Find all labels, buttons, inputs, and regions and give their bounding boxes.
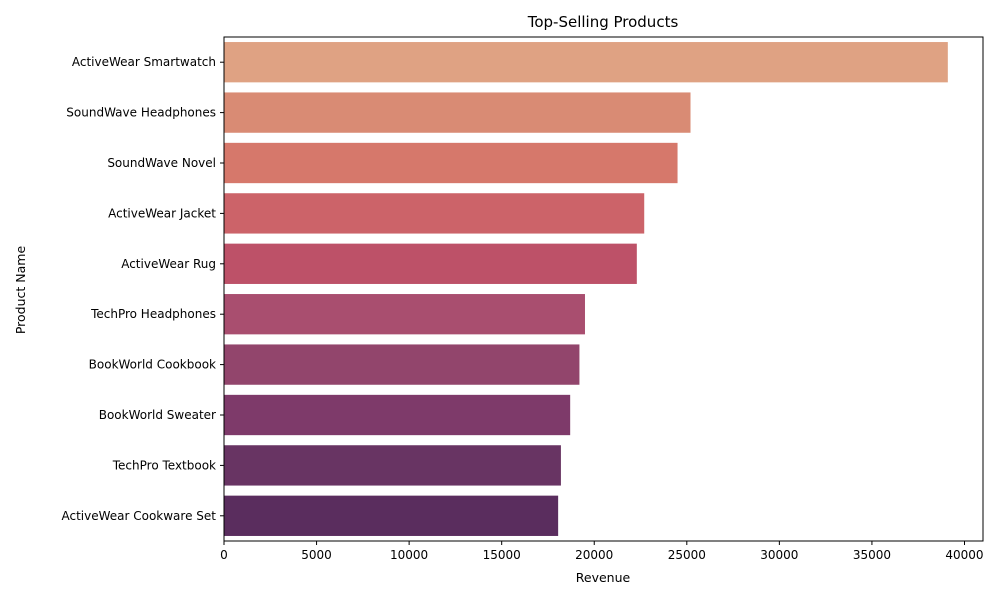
- x-axis-label: Revenue: [576, 570, 631, 585]
- x-tick-label-3: 15000: [483, 548, 521, 562]
- y-axis-ticks: ActiveWear Smartwatch SoundWave Headphone…: [61, 55, 224, 523]
- y-tick-label-8: TechPro Textbook: [112, 458, 216, 472]
- y-axis-label: Product Name: [13, 246, 28, 335]
- x-axis-ticks: 0 5000 10000 15000 20000 25000 30000 35000 40000: [220, 541, 984, 562]
- y-tick-label-6: BookWorld Cookbook: [89, 358, 216, 372]
- bar-4: [224, 243, 637, 284]
- x-tick-label-5: 25000: [668, 548, 706, 562]
- bars-group: [224, 42, 948, 536]
- bar-9: [224, 495, 559, 536]
- bar-7: [224, 394, 571, 436]
- y-tick-label-4: ActiveWear Rug: [121, 257, 216, 271]
- y-tick-label-7: BookWorld Sweater: [99, 408, 216, 422]
- x-tick-label-7: 35000: [853, 548, 891, 562]
- bar-2: [224, 142, 678, 184]
- bar-8: [224, 445, 561, 486]
- y-tick-label-3: ActiveWear Jacket: [108, 206, 216, 220]
- x-tick-label-6: 30000: [760, 548, 798, 562]
- x-tick-label-2: 10000: [390, 548, 428, 562]
- x-tick-label-4: 20000: [575, 548, 613, 562]
- bar-5: [224, 294, 585, 335]
- bar-1: [224, 92, 691, 133]
- y-tick-label-5: TechPro Headphones: [90, 307, 216, 321]
- plot-frame: [223, 36, 984, 542]
- y-tick-label-0: ActiveWear Smartwatch: [72, 55, 216, 69]
- y-tick-label-2: SoundWave Novel: [107, 156, 216, 170]
- y-tick-label-1: SoundWave Headphones: [66, 106, 216, 120]
- plot-border: [223, 36, 984, 542]
- chart-title: Top-Selling Products: [527, 13, 679, 31]
- bar-3: [224, 193, 645, 234]
- x-tick-label-8: 40000: [945, 548, 983, 562]
- x-tick-label-0: 0: [220, 548, 228, 562]
- bar-0: [224, 42, 948, 83]
- y-tick-label-9: ActiveWear Cookware Set: [61, 509, 216, 523]
- bar-6: [224, 344, 580, 385]
- x-tick-label-1: 5000: [301, 548, 332, 562]
